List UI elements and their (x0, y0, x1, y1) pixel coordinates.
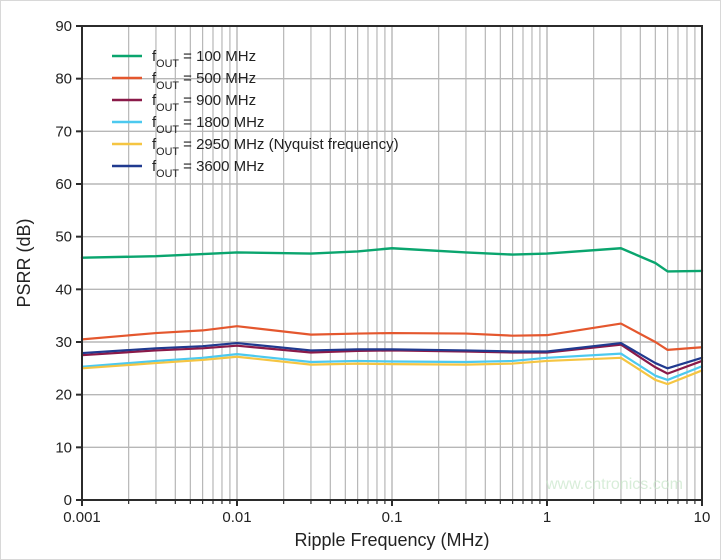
y-tick-label: 90 (55, 18, 72, 35)
y-tick-label: 60 (55, 176, 72, 193)
y-tick-label: 10 (55, 439, 72, 456)
y-tick-label: 80 (55, 71, 72, 88)
legend-label: fOUT = 3600 MHz (152, 158, 264, 180)
legend-label: fOUT = 900 MHz (152, 92, 256, 114)
x-tick-label: 1 (543, 509, 551, 526)
x-tick-label: 0.1 (382, 509, 403, 526)
y-tick-label: 70 (55, 123, 72, 140)
x-tick-label: 0.01 (222, 509, 251, 526)
y-tick-label: 0 (64, 492, 72, 509)
legend-label: fOUT = 500 MHz (152, 70, 256, 92)
psrr-chart: 0.001 0.01 0.1 1 10 0 10 20 30 40 50 60 70 80 90 Ripple… (0, 0, 721, 560)
y-tick-label: 20 (55, 387, 72, 404)
chart-frame: 0.001 0.01 0.1 1 10 0 10 20 30 40 50 60 70 80 90 Ripple… (0, 0, 721, 560)
y-tick-label: 30 (55, 334, 72, 351)
y-tick-label: 50 (55, 229, 72, 246)
outer-border (1, 1, 721, 560)
y-tick-label: 40 (55, 281, 72, 298)
legend-label: fOUT = 100 MHz (152, 48, 256, 70)
x-tick-label: 0.001 (63, 509, 101, 526)
x-tick-label: 10 (694, 509, 711, 526)
x-axis-title: Ripple Frequency (MHz) (294, 530, 489, 550)
legend-label: fOUT = 2950 MHz (Nyquist frequency) (152, 136, 399, 158)
legend-label: fOUT = 1800 MHz (152, 114, 264, 136)
y-axis-title: PSRR (dB) (14, 218, 34, 307)
